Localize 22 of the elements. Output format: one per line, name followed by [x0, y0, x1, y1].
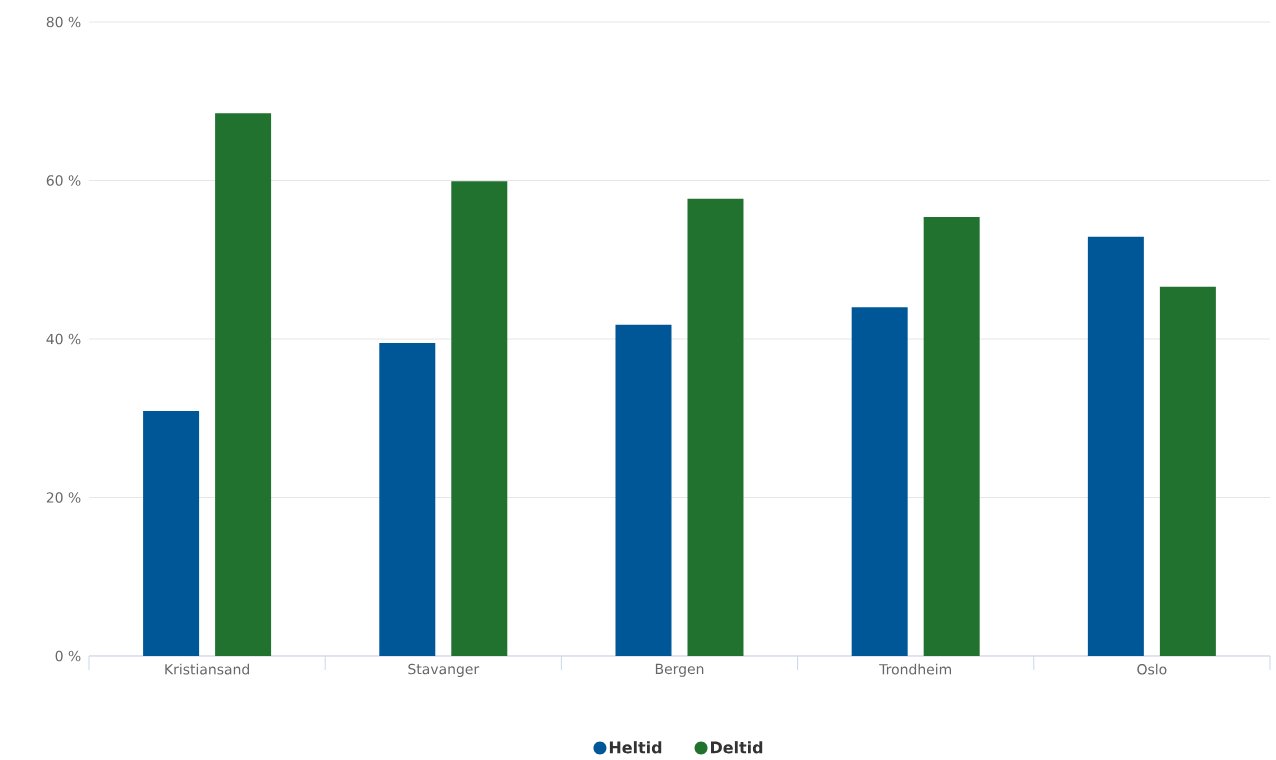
- bar: [215, 113, 272, 656]
- y-tick-label: 60 %: [46, 175, 81, 186]
- legend-label: Deltid: [711, 741, 763, 754]
- bar: [379, 342, 436, 656]
- bar: [687, 198, 744, 656]
- bar: [851, 307, 908, 656]
- x-tick-label: Oslo: [1137, 663, 1167, 675]
- x-tick-label: Bergen: [655, 663, 704, 677]
- bar: [1087, 236, 1144, 656]
- x-tick-label: Kristiansand: [165, 663, 249, 675]
- x-tick-label: Stavanger: [408, 663, 480, 678]
- bar: [451, 181, 508, 656]
- bar: [615, 324, 672, 656]
- y-tick-label: 80 %: [46, 16, 81, 28]
- legend-label: Heltid: [609, 741, 662, 754]
- bar: [143, 411, 200, 656]
- y-tick-label: 20 %: [46, 492, 81, 503]
- y-tick-label: 40 %: [46, 333, 81, 345]
- x-tick-label: Trondheim: [879, 663, 952, 675]
- bar: [923, 216, 980, 656]
- bar: [1159, 286, 1216, 656]
- y-tick-label: 0 %: [55, 650, 81, 662]
